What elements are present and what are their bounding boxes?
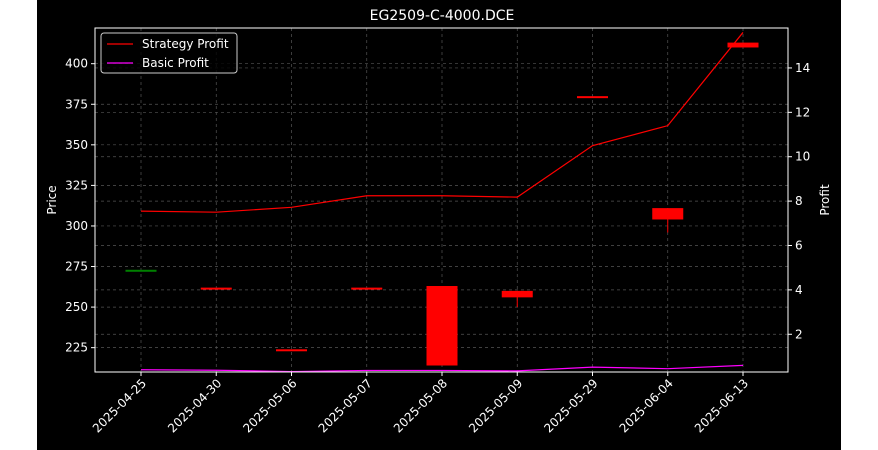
y-tick-label: 275 <box>65 260 88 274</box>
right-axis-ticks: 2 4 6 8 10 12 14 <box>788 61 810 341</box>
y-tick-label: 225 <box>65 341 88 355</box>
y-tick-label: 325 <box>65 178 88 192</box>
y2-axis-label: Profit <box>818 184 832 216</box>
candle-body <box>276 349 307 352</box>
candle-body <box>200 287 232 290</box>
series-line-0 <box>140 32 744 213</box>
left-axis-ticks: 225 250 275 300 325 350 375 400 <box>65 57 95 355</box>
y2-tick-label: 10 <box>795 150 810 164</box>
y-tick-label: 375 <box>65 97 88 111</box>
candle-body <box>125 269 157 272</box>
legend-label-basic-profit: Basic Profit <box>142 56 209 70</box>
y2-tick-label: 12 <box>795 105 810 119</box>
candle-body <box>577 96 608 99</box>
y2-tick-label: 4 <box>795 283 803 297</box>
legend-box <box>100 32 238 74</box>
chart-title: EG2509-C-4000.DCE <box>370 8 515 24</box>
y-tick-label: 300 <box>65 219 88 233</box>
candle-body <box>727 42 759 48</box>
candle-body <box>351 287 383 290</box>
y-axis-label: Price <box>45 185 59 214</box>
y-tick-label: 350 <box>65 138 88 152</box>
candle-body <box>426 286 458 366</box>
y-tick-label: 400 <box>65 57 88 71</box>
legend-label-strategy-profit: Strategy Profit <box>142 37 229 51</box>
figure-background <box>37 0 841 450</box>
candle-body <box>501 290 533 298</box>
legend: Strategy Profit Basic Profit <box>100 32 238 74</box>
candles <box>125 42 759 366</box>
series-line-1 <box>140 364 744 373</box>
y2-tick-label: 2 <box>795 327 803 341</box>
y2-tick-label: 6 <box>795 238 803 252</box>
profit-lines <box>140 32 744 373</box>
y2-tick-label: 8 <box>795 194 803 208</box>
y2-tick-label: 14 <box>795 61 810 75</box>
y-tick-label: 250 <box>65 300 88 314</box>
candle-body <box>652 208 684 220</box>
